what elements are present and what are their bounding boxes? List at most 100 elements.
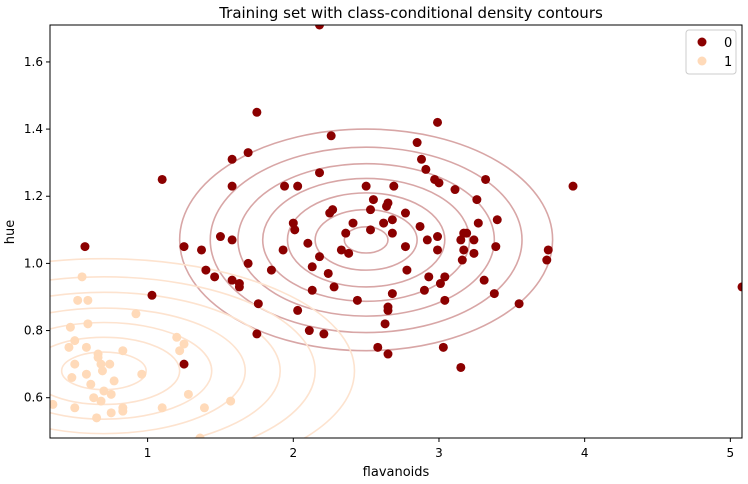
contour-class-0 [209,146,523,334]
point-class-0 [329,282,339,292]
contour-class-0 [343,225,389,254]
x-tick-label: 5 [727,446,735,460]
x-axis: 1 2 3 4 5 [144,438,734,460]
axes-frame [49,24,743,439]
point-class-0 [253,299,263,309]
point-class-0 [542,255,552,265]
contour-class-1 [50,321,213,420]
contour-class-1 [50,276,316,438]
point-class-0 [568,181,578,191]
point-class-1 [89,393,99,403]
point-class-1 [73,295,83,305]
point-class-0 [400,208,410,218]
point-class-0 [215,232,225,242]
point-class-0 [380,319,390,329]
point-class-1 [64,342,74,352]
point-class-0 [344,248,354,258]
point-class-0 [319,329,329,339]
legend-label-1: 1 [724,55,732,70]
point-class-0 [201,265,211,275]
point-class-1 [70,403,80,413]
point-class-1 [179,339,189,349]
point-class-1 [195,433,205,438]
x-tick-label: 3 [435,446,443,460]
point-class-0 [459,245,469,255]
legend: 0 1 [685,29,737,75]
point-class-0 [412,138,422,148]
point-class-0 [433,245,443,255]
point-class-0 [179,359,189,369]
point-class-1 [96,359,106,369]
point-class-0 [179,242,189,252]
point-class-0 [278,245,288,255]
x-tick-label: 1 [144,446,152,460]
point-class-0 [303,238,313,248]
y-tick-label: 0.8 [24,324,43,338]
point-class-0 [368,195,378,205]
point-class-1 [226,396,236,406]
point-class-0 [315,25,325,30]
point-class-0 [433,117,443,127]
point-class-0 [456,362,466,372]
legend-marker-0 [697,37,707,47]
legend-label-0: 0 [724,36,732,51]
point-class-1 [70,336,80,346]
point-class-0 [304,326,314,336]
point-class-0 [387,289,397,299]
point-class-1 [81,369,91,379]
point-class-0 [440,295,450,305]
point-class-0 [479,275,489,285]
point-class-0 [387,228,397,238]
point-class-0 [382,201,392,211]
point-class-1 [67,373,77,383]
point-class-0 [266,265,276,275]
point-class-0 [543,245,553,255]
point-class-0 [348,218,358,228]
point-class-0 [491,242,501,252]
point-class-0 [210,272,220,282]
point-class-0 [80,242,90,252]
point-class-0 [481,174,491,184]
point-class-0 [336,245,346,255]
point-class-0 [456,235,466,245]
point-class-0 [492,215,502,225]
point-class-0 [402,265,412,275]
point-class-0 [252,107,262,117]
point-class-0 [293,181,303,191]
point-class-0 [415,221,425,231]
x-axis-label: flavanoids [363,465,430,480]
contour-class-0 [178,128,554,352]
point-class-1 [118,346,128,356]
point-class-1 [157,403,167,413]
point-class-0 [433,232,443,242]
point-class-0 [290,225,300,235]
point-class-1 [96,396,106,406]
point-class-0 [197,245,207,255]
y-tick-label: 1.4 [24,122,43,136]
point-class-0 [383,305,393,315]
point-class-0 [243,258,253,268]
point-class-0 [435,279,445,289]
point-class-0 [366,225,376,235]
point-class-0 [366,205,376,215]
point-class-0 [416,154,426,164]
point-class-0 [387,215,397,225]
point-class-1 [183,389,193,399]
point-class-0 [280,181,290,191]
point-class-0 [469,248,479,258]
point-class-0 [252,329,262,339]
point-class-0 [421,164,431,174]
contour-class-0 [286,192,446,288]
plot-area [50,25,742,438]
point-class-0 [326,131,336,141]
point-class-0 [434,178,444,188]
contour-class-1 [50,257,356,438]
point-class-1 [105,359,115,369]
point-class-1 [172,332,182,342]
y-tick-label: 1.0 [24,256,43,270]
point-class-0 [352,295,362,305]
y-tick-label: 1.6 [24,55,43,69]
point-class-0 [737,282,742,292]
point-class-0 [315,252,325,262]
point-class-1 [109,376,119,386]
